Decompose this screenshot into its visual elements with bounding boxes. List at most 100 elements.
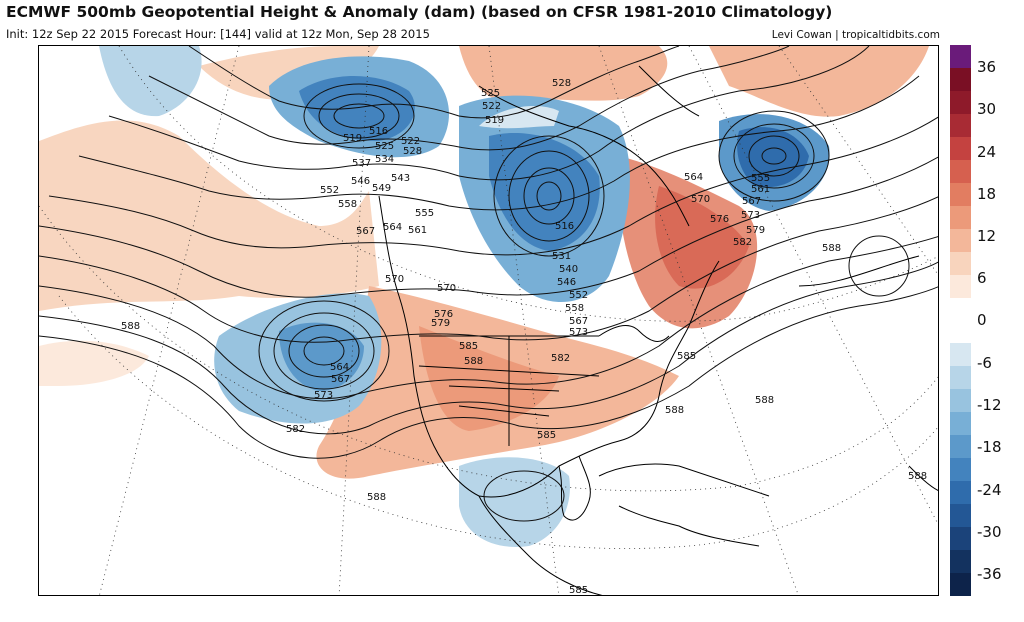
contour-label: 540 [559,264,578,275]
contour-label: 519 [485,115,504,126]
contour-label: 573 [314,390,333,401]
colorbar-segment [950,458,971,481]
colorbar-segment [950,389,971,412]
contour-label: 558 [338,199,357,210]
colorbar-segment [950,321,971,343]
contour-label: 582 [551,353,570,364]
contour-label: 552 [569,290,588,301]
contour-label: 588 [665,405,684,416]
lat-lon-grid [39,46,938,595]
contour-label: 573 [741,210,760,221]
contour-label: 576 [434,309,453,320]
contour-label: 546 [351,176,370,187]
contour-label: 570 [385,274,404,285]
contour-label: 558 [565,303,584,314]
map-subtitle: Init: 12z Sep 22 2015 Forecast Hour: [14… [6,27,430,41]
contour-label: 588 [755,395,774,406]
contour-label: 588 [464,356,483,367]
colorbar-segment [950,481,971,504]
colorbar-segment [950,412,971,435]
contour-label: 528 [403,146,422,157]
contour-label: 585 [569,585,588,596]
contour-label: 588 [822,243,841,254]
contour-label: 519 [343,133,362,144]
contour-label: 525 [481,88,500,99]
contour-label: 516 [555,221,574,232]
colorbar-segment [950,504,971,527]
contour-label: 588 [908,471,927,482]
contour-label: 567 [331,374,350,385]
coastlines [378,65,938,595]
contour-label: 531 [552,251,571,262]
contour-label: 561 [408,225,427,236]
contour-label: 564 [684,172,703,183]
contour-label: 582 [286,424,305,435]
contour-label: 522 [482,101,501,112]
contour-label: 525 [375,141,394,152]
contour-label: 564 [330,362,349,373]
colorbar-label: 12 [977,227,997,245]
map-title: ECMWF 500mb Geopotential Height & Anomal… [6,3,833,21]
contour-label: 546 [557,277,576,288]
colorbar-segment [950,45,971,68]
contour-label: 570 [437,283,456,294]
colorbar-label: -6 [977,354,992,372]
height-contours [39,46,938,522]
contour-label: 567 [742,196,761,207]
contour-label: 585 [537,430,556,441]
anomaly-colorbar [950,45,971,596]
colorbar-segment [950,137,971,160]
contour-label: 585 [459,341,478,352]
colorbar-segment [950,229,971,252]
contour-label: 579 [746,225,765,236]
contour-label: 555 [415,208,434,219]
colorbar-segment [950,68,971,91]
contour-label: 588 [121,321,140,332]
colorbar-label: 0 [977,311,987,329]
contour-label: 555 [751,173,770,184]
contour-label: 528 [552,78,571,89]
contour-label: 522 [401,136,420,147]
map-canvas: 525 522 519 528 516 519 522 525 528 537 … [39,46,938,596]
colorbar-segment [950,160,971,183]
colorbar-label: -36 [977,565,1002,583]
weather-map: 525 522 519 528 516 519 522 525 528 537 … [38,45,939,596]
colorbar-segment [950,298,971,321]
contour-label: 582 [733,237,752,248]
contour-label: 570 [691,194,710,205]
colorbar-segment [950,183,971,206]
colorbar-segment [950,91,971,114]
contour-label: 537 [352,158,371,169]
colorbar-label: -30 [977,523,1002,541]
colorbar-label: -24 [977,481,1002,499]
contour-label: 552 [320,185,339,196]
colorbar-segment [950,343,971,366]
colorbar-label: 30 [977,100,997,118]
colorbar-segment [950,252,971,275]
contour-label: 567 [569,316,588,327]
contour-label: 549 [372,183,391,194]
colorbar-segment [950,275,971,298]
contour-label: 543 [391,173,410,184]
colorbar-segment [950,550,971,573]
positive-anomaly-shading [39,46,929,479]
colorbar-label: -18 [977,438,1002,456]
negative-anomaly-shading [99,46,830,547]
contour-label: 585 [677,351,696,362]
contour-label: 534 [375,154,394,165]
contour-label: 516 [369,126,388,137]
colorbar-segment [950,435,971,458]
colorbar-segment [950,366,971,389]
contour-label: 588 [367,492,386,503]
colorbar-label: -12 [977,396,1002,414]
colorbar-segment [950,206,971,229]
colorbar-label: 18 [977,185,997,203]
contour-label: 579 [431,318,450,329]
contour-label: 564 [383,222,402,233]
colorbar-segment [950,114,971,137]
contour-label: 567 [356,226,375,237]
contour-labels: 525 522 519 528 516 519 522 525 528 537 … [121,78,927,596]
colorbar-label: 36 [977,58,997,76]
colorbar-label: 24 [977,143,997,161]
credit-label: Levi Cowan | tropicaltidbits.com [771,29,940,41]
